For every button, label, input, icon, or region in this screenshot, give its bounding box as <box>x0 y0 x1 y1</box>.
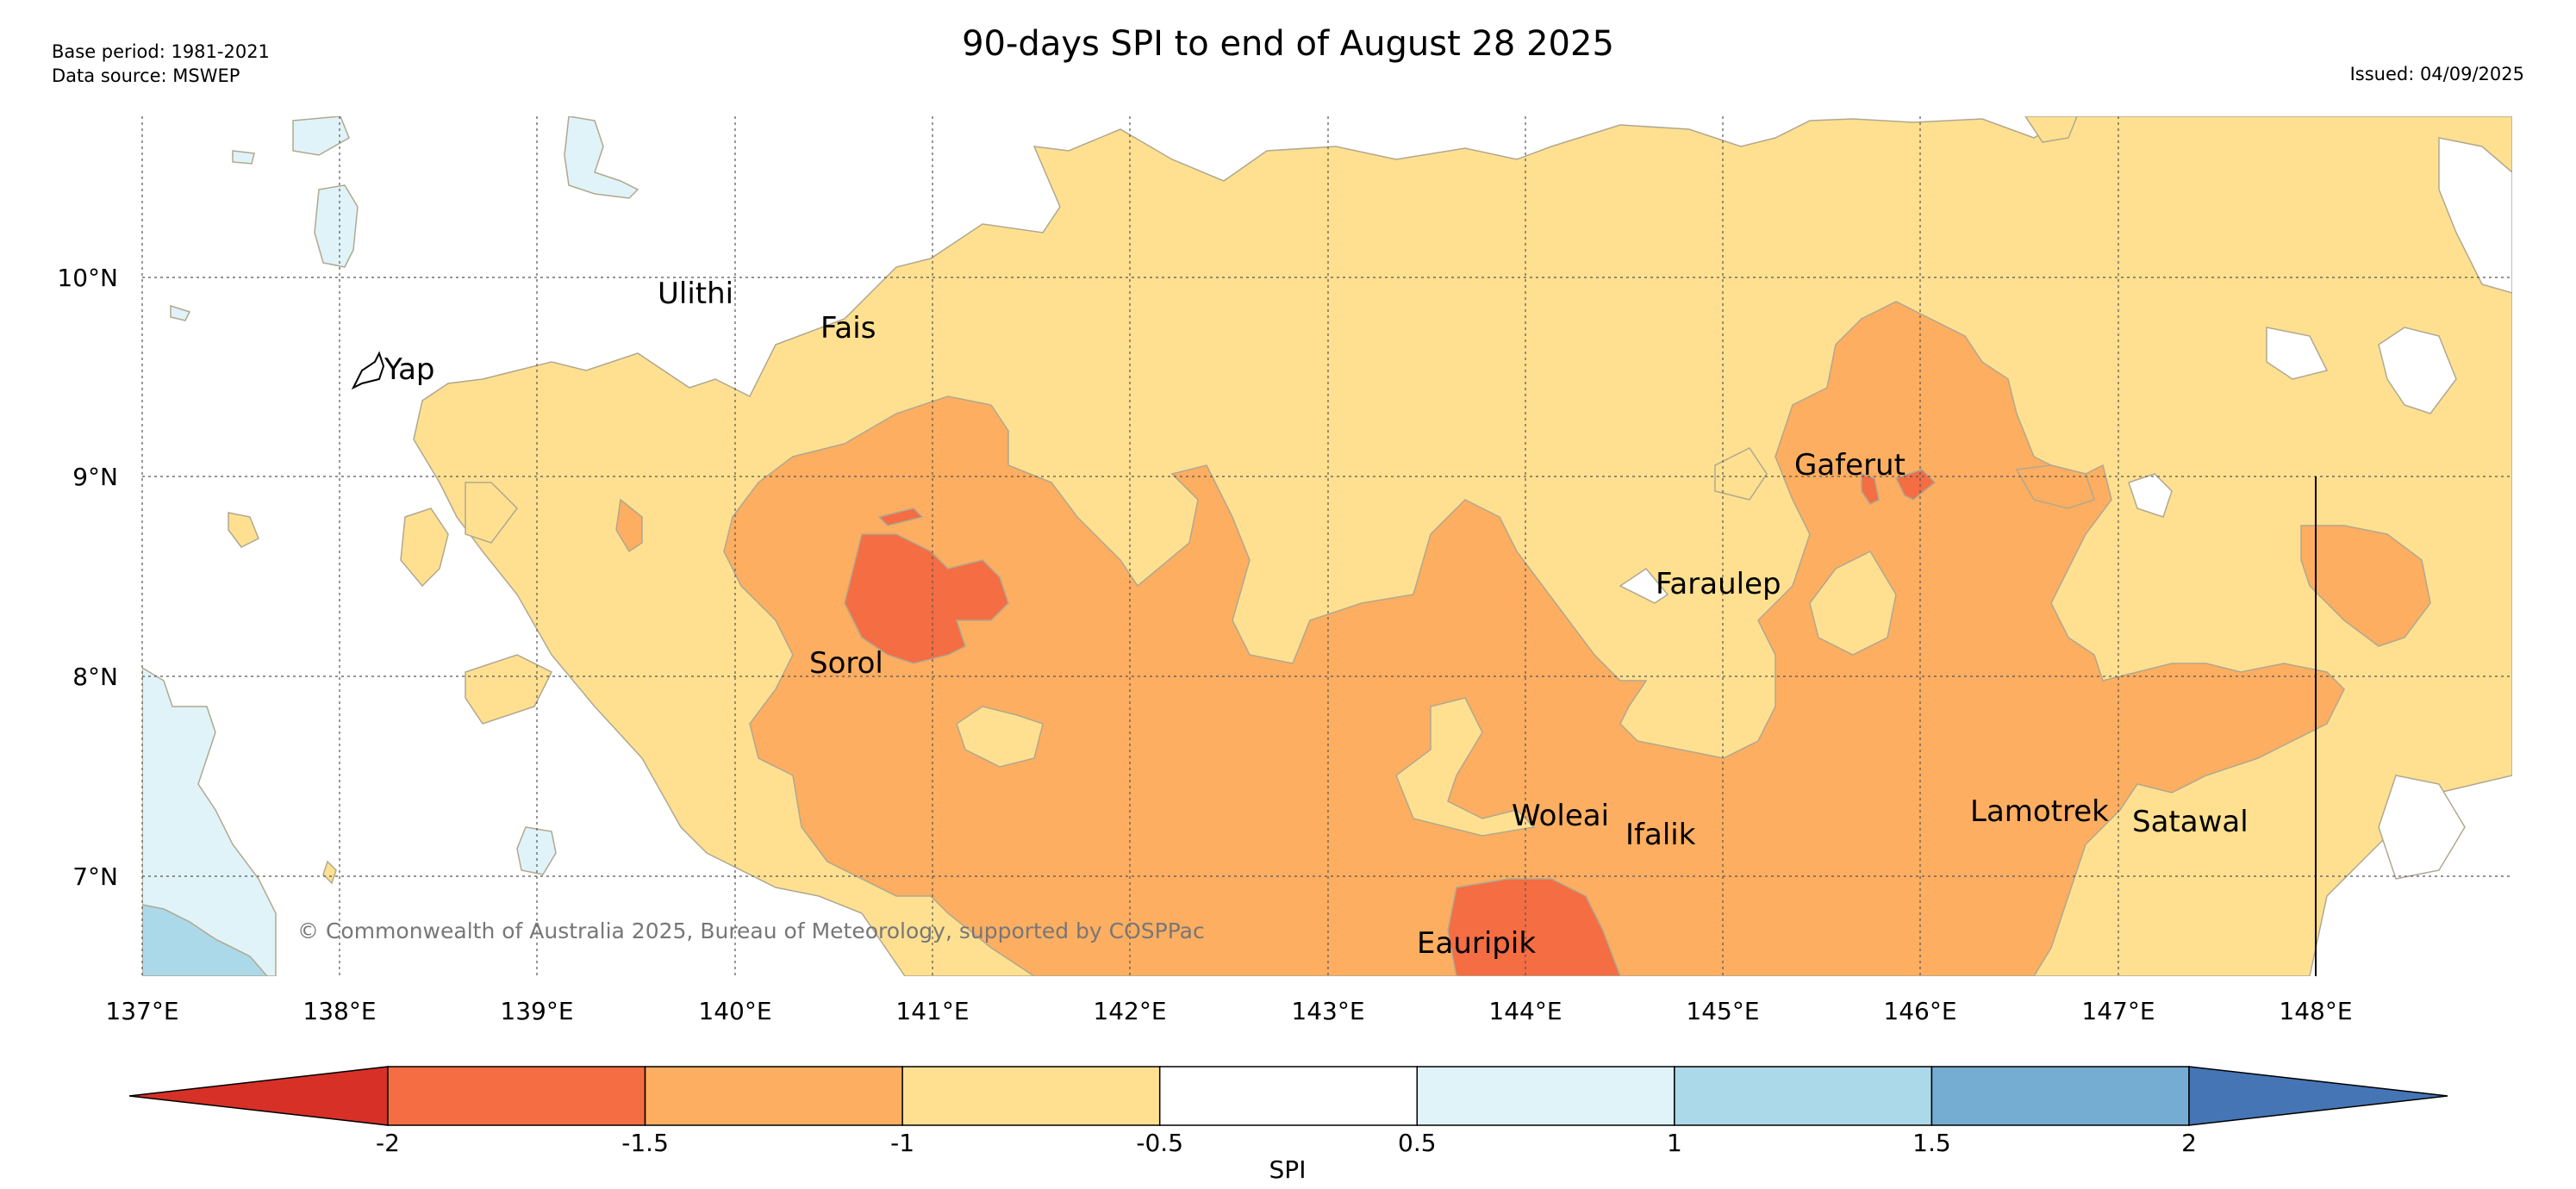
lon-label-137e: 137°E <box>105 997 178 1025</box>
colorbar-tick-label: -2 <box>376 1129 400 1157</box>
colorbar-tick-label: 1.5 <box>1912 1129 1951 1157</box>
colorbar-bin <box>901 1066 1161 1126</box>
colorbar-bin <box>1416 1066 1675 1126</box>
spi-region-mild-wet <box>142 667 277 976</box>
lon-label-140e: 140°E <box>698 997 771 1025</box>
colorbar <box>128 1066 2448 1126</box>
colorbar-bin <box>1158 1066 1419 1126</box>
lon-label-144e: 144°E <box>1488 997 1562 1025</box>
place-sorol: Sorol <box>809 646 883 681</box>
colorbar-bin <box>644 1066 903 1126</box>
place-ulithi: Ulithi <box>658 277 733 311</box>
place-woleai: Woleai <box>1512 799 1609 833</box>
spi-region-severe-dry <box>844 533 1009 664</box>
colorbar-bin <box>1674 1066 1933 1126</box>
colorbar-bin <box>387 1066 646 1126</box>
copyright-notice: © Commonwealth of Australia 2025, Bureau… <box>297 918 1205 943</box>
lon-label-145e: 145°E <box>1686 997 1759 1025</box>
colorbar-tick-label: 2 <box>2181 1129 2197 1157</box>
spi-region-moderate-wet <box>142 904 268 976</box>
lon-label-141e: 141°E <box>895 997 969 1025</box>
colorbar-tick-label: 1 <box>1667 1129 1682 1157</box>
colorbar-tick-label: -0.5 <box>1136 1129 1183 1157</box>
place-satawal: Satawal <box>2132 805 2249 839</box>
colorbar-tick-label: -1.5 <box>621 1129 669 1157</box>
lat-label-10n: 10°N <box>57 264 118 292</box>
data-source: Data source: MSWEP <box>52 65 240 86</box>
place-ifalik: Ifalik <box>1625 818 1696 852</box>
lon-label-138e: 138°E <box>303 997 376 1025</box>
place-gaferut: Gaferut <box>1794 448 1905 482</box>
colorbar-bin <box>1930 1066 2190 1126</box>
colorbar-tick-label: 0.5 <box>1398 1129 1437 1157</box>
lat-label-8n: 8°N <box>72 663 118 691</box>
spi-region-moderate-dry <box>723 301 2345 976</box>
lon-label-142e: 142°E <box>1093 997 1166 1025</box>
lat-label-9n: 9°N <box>72 463 118 491</box>
map-title: 90-days SPI to end of August 28 2025 <box>962 24 1614 64</box>
lon-label-139e: 139°E <box>500 997 573 1025</box>
base-period: Base period: 1981-2021 <box>52 41 270 62</box>
place-labels: Ulithi Fais Yap Gaferut Faraulep Sorol W… <box>384 277 2249 961</box>
lon-label-147e: 147°E <box>2081 997 2155 1025</box>
colorbar-tick-label: -1 <box>890 1129 914 1157</box>
lon-label-146e: 146°E <box>1883 997 1956 1025</box>
place-fais: Fais <box>820 311 876 345</box>
graticule <box>141 116 2512 976</box>
spi-regions <box>142 116 2512 976</box>
colorbar-label: SPI <box>1269 1155 1307 1184</box>
place-faraulep: Faraulep <box>1656 567 1781 601</box>
place-lamotrek: Lamotrek <box>1970 794 2109 829</box>
lat-label-7n: 7°N <box>72 862 118 891</box>
map-metadata: Base period: 1981-2021 Data source: MSWE… <box>52 40 270 88</box>
place-yap: Yap <box>384 352 435 387</box>
lon-label-148e: 148°E <box>2279 997 2352 1025</box>
issued-date: Issued: 04/09/2025 <box>2349 64 2524 84</box>
colorbar-ticks: -2 -1.5 -1 -0.5 0.5 1 1.5 2 <box>376 1129 2197 1157</box>
place-eauripik: Eauripik <box>1417 926 1536 961</box>
lon-label-143e: 143°E <box>1291 997 1364 1025</box>
colorbar-extension-high <box>2188 1066 2448 1126</box>
colorbar-extension-low <box>128 1066 389 1126</box>
